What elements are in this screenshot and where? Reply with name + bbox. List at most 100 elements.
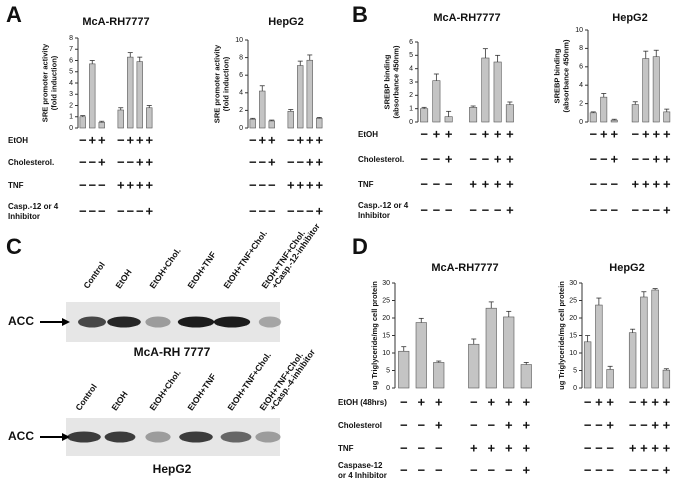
y-tick-label: 5	[386, 367, 390, 374]
bar	[316, 118, 323, 129]
condition-sign: −	[631, 151, 639, 166]
y-tick-label: 10	[235, 37, 243, 44]
bar	[640, 296, 648, 389]
condition-sign: +	[494, 151, 502, 166]
condition-sign: −	[88, 203, 96, 218]
y-tick-label: 0	[386, 385, 390, 392]
condition-sign: −	[629, 462, 637, 477]
treatment-label: TNF	[8, 181, 24, 190]
condition-sign: −	[482, 151, 490, 166]
y-tick-label: 2	[409, 92, 413, 99]
bar	[583, 341, 592, 389]
condition-sign: −	[651, 462, 659, 477]
condition-sign: +	[642, 126, 650, 141]
condition-sign: −	[79, 154, 87, 169]
condition-sign: −	[88, 154, 96, 169]
condition-sign: −	[126, 203, 134, 218]
condition-sign: +	[522, 462, 530, 477]
bar	[652, 56, 660, 123]
condition-sign: +	[296, 177, 304, 192]
condition-sign: −	[79, 177, 87, 192]
error-bar	[663, 368, 669, 371]
condition-sign: +	[306, 154, 314, 169]
chart-title: HepG2	[268, 16, 303, 28]
condition-sign: −	[249, 132, 257, 147]
condition-sign: +	[487, 394, 495, 409]
condition-sign: +	[640, 440, 648, 455]
condition-sign: +	[610, 126, 618, 141]
condition-sign: −	[258, 203, 266, 218]
bar	[420, 108, 429, 123]
condition-sign: +	[315, 177, 323, 192]
y-axis-label: (fold induction)	[49, 55, 58, 110]
panel-letter: C	[6, 234, 22, 259]
condition-sign: +	[145, 132, 153, 147]
condition-sign: −	[640, 462, 648, 477]
error-bar	[585, 335, 591, 342]
condition-sign: +	[445, 126, 453, 141]
y-tick-label: 2	[579, 100, 583, 107]
blot-band	[78, 316, 106, 328]
condition-sign: +	[640, 394, 648, 409]
y-tick-label: 3	[409, 79, 413, 86]
condition-sign: +	[435, 417, 443, 432]
condition-sign: −	[400, 394, 408, 409]
condition-sign: −	[287, 203, 295, 218]
condition-sign: −	[589, 126, 597, 141]
error-bar	[601, 93, 607, 98]
bar	[89, 63, 96, 129]
condition-sign: +	[296, 132, 304, 147]
condition-sign: −	[417, 417, 425, 432]
y-tick-label: 7	[69, 46, 73, 53]
condition-sign: +	[642, 176, 650, 191]
condition-sign: −	[287, 154, 295, 169]
chart-title: McA-RH7777	[431, 262, 498, 274]
condition-sign: −	[98, 177, 106, 192]
condition-sign: −	[296, 203, 304, 218]
error-bar	[137, 56, 143, 62]
y-tick-label: 6	[409, 39, 413, 46]
error-bar	[506, 310, 512, 317]
condition-sign: −	[584, 440, 592, 455]
error-bar	[99, 120, 105, 123]
bar	[651, 289, 659, 389]
condition-sign: −	[420, 202, 428, 217]
condition-sign: −	[117, 203, 125, 218]
y-tick-label: 20	[382, 315, 390, 322]
treatment-label: TNF	[338, 444, 354, 453]
condition-sign: +	[136, 154, 144, 169]
blot-caption: McA-RH 7777	[134, 345, 211, 359]
y-axis-label: SRE promoter activity	[40, 43, 49, 122]
y-tick-label: 2	[69, 102, 73, 109]
y-tick-label: 15	[382, 332, 390, 339]
treatment-label: Cholesterol.	[358, 155, 404, 164]
treatment-label: EtOH	[358, 130, 378, 139]
y-tick-label: 6	[579, 64, 583, 71]
bar	[433, 362, 445, 389]
condition-sign: −	[417, 462, 425, 477]
lane-label: EtOH+Chol.	[147, 246, 182, 291]
band-label: ACC	[8, 314, 34, 328]
bar	[398, 350, 410, 389]
y-tick-label: 0	[579, 119, 583, 126]
y-tick-label: 20	[569, 315, 577, 322]
condition-sign: +	[482, 176, 490, 191]
condition-sign: +	[469, 176, 477, 191]
condition-sign: −	[584, 417, 592, 432]
condition-sign: +	[631, 176, 639, 191]
y-tick-label: 30	[569, 280, 577, 287]
error-bar	[418, 317, 424, 323]
condition-sign: −	[595, 462, 603, 477]
bar	[468, 343, 480, 389]
condition-sign: −	[445, 202, 453, 217]
condition-sign: −	[400, 440, 408, 455]
condition-sign: +	[506, 202, 514, 217]
condition-sign: +	[268, 154, 276, 169]
lane-label: Control	[81, 260, 107, 290]
y-axis-label: (absorbance 450nm)	[561, 39, 570, 112]
error-bar	[446, 110, 452, 117]
blot-band	[213, 316, 251, 328]
error-bar	[653, 49, 659, 57]
condition-sign: −	[600, 202, 608, 217]
